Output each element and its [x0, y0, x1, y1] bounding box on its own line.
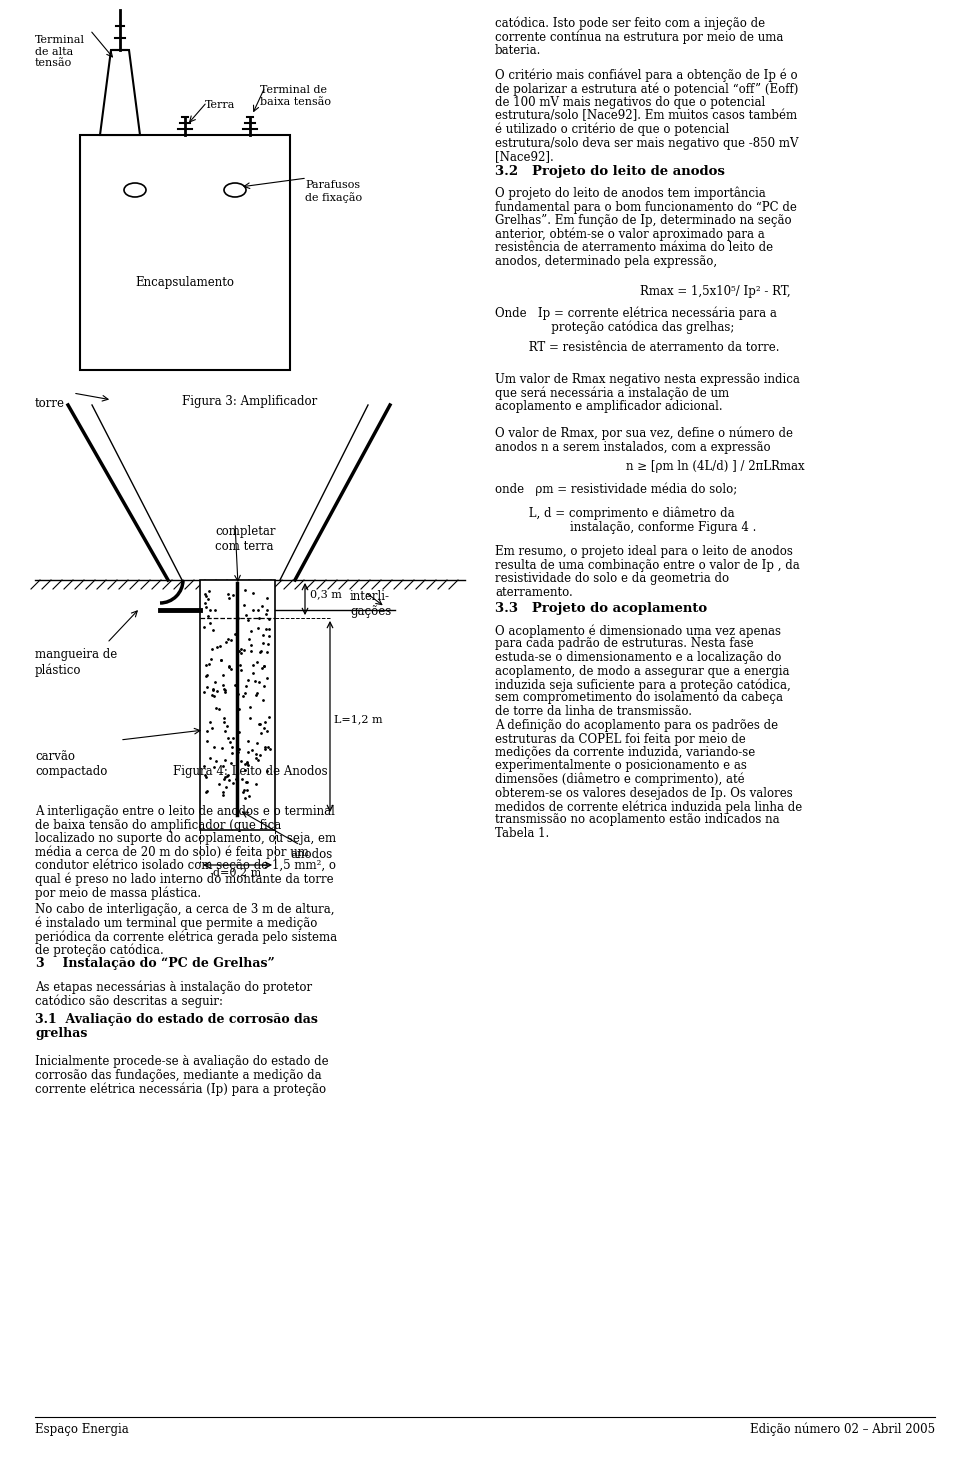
Text: Rmax = 1,5x10⁵/ Ip² - RT,: Rmax = 1,5x10⁵/ Ip² - RT,	[639, 286, 790, 297]
Text: bateria.: bateria.	[495, 44, 541, 57]
Text: Figura 4: Leito de Anodos: Figura 4: Leito de Anodos	[173, 765, 327, 778]
Text: Parafusos
de fixação: Parafusos de fixação	[305, 180, 362, 202]
Text: 3.2   Projeto do leito de anodos: 3.2 Projeto do leito de anodos	[495, 166, 725, 179]
Text: acoplamento e amplificador adicional.: acoplamento e amplificador adicional.	[495, 400, 723, 413]
Ellipse shape	[124, 183, 146, 196]
Text: Espaço Energia: Espaço Energia	[35, 1423, 129, 1436]
Text: Onde   Ip = corrente elétrica necessária para a: Onde Ip = corrente elétrica necessária p…	[495, 308, 777, 321]
Text: resistividade do solo e da geometria do: resistividade do solo e da geometria do	[495, 571, 730, 585]
Text: Encapsulamento: Encapsulamento	[135, 275, 234, 289]
Text: d=0,2 m: d=0,2 m	[213, 867, 261, 878]
Text: Tabela 1.: Tabela 1.	[495, 828, 549, 839]
Text: de baixa tensão do amplificador (que fica: de baixa tensão do amplificador (que fic…	[35, 819, 281, 832]
Text: carvão
compactado: carvão compactado	[35, 750, 108, 778]
Text: Terminal
de alta
tensão: Terminal de alta tensão	[35, 35, 85, 69]
Text: torre: torre	[35, 397, 65, 410]
Text: 3.1  Avaliação do estado de corrosão das: 3.1 Avaliação do estado de corrosão das	[35, 1012, 318, 1026]
Text: instalação, conforme Figura 4 .: instalação, conforme Figura 4 .	[495, 520, 756, 533]
Text: No cabo de interligação, a cerca de 3 m de altura,: No cabo de interligação, a cerca de 3 m …	[35, 902, 334, 916]
Text: de torre da linha de transmissão.: de torre da linha de transmissão.	[495, 705, 692, 718]
Text: corrente contínua na estrutura por meio de uma: corrente contínua na estrutura por meio …	[495, 31, 783, 44]
Text: experimentalmente o posicionamento e as: experimentalmente o posicionamento e as	[495, 759, 747, 772]
Text: é utilizado o critério de que o potencial: é utilizado o critério de que o potencia…	[495, 123, 730, 136]
Text: O acoplamento é dimensionado uma vez apenas: O acoplamento é dimensionado uma vez ape…	[495, 624, 781, 637]
Text: Inicialmente procede-se à avaliação do estado de: Inicialmente procede-se à avaliação do e…	[35, 1055, 328, 1068]
Text: estruturas da COPEL foi feita por meio de: estruturas da COPEL foi feita por meio d…	[495, 732, 746, 746]
Text: localizado no suporte do acoplamento, ou seja, em: localizado no suporte do acoplamento, ou…	[35, 832, 336, 845]
Text: média a cerca de 20 m do solo) é feita por um: média a cerca de 20 m do solo) é feita p…	[35, 845, 309, 858]
Text: acoplamento, de modo a assegurar que a energia: acoplamento, de modo a assegurar que a e…	[495, 665, 789, 677]
Text: proteção catódica das grelhas;: proteção catódica das grelhas;	[495, 321, 734, 334]
Text: A interligação entre o leito de anodos e o terminal: A interligação entre o leito de anodos e…	[35, 804, 335, 817]
Text: 3.3   Projeto do acoplamento: 3.3 Projeto do acoplamento	[495, 602, 708, 615]
Text: periódica da corrente elétrica gerada pelo sistema: periódica da corrente elétrica gerada pe…	[35, 930, 337, 943]
Text: estuda-se o dimensionamento e a localização do: estuda-se o dimensionamento e a localiza…	[495, 650, 781, 664]
Text: estrutura/solo deva ser mais negativo que -850 mV: estrutura/solo deva ser mais negativo qu…	[495, 136, 799, 149]
Text: L=1,2 m: L=1,2 m	[334, 713, 383, 724]
Text: medições da corrente induzida, variando-se: medições da corrente induzida, variando-…	[495, 746, 756, 759]
Text: O critério mais confiável para a obtenção de Ip é o: O critério mais confiável para a obtençã…	[495, 69, 798, 82]
Text: que será necessária a instalação de um: que será necessária a instalação de um	[495, 387, 730, 400]
Text: é instalado um terminal que permite a medição: é instalado um terminal que permite a me…	[35, 917, 318, 930]
Text: aterramento.: aterramento.	[495, 586, 573, 599]
Text: 3: 3	[35, 957, 43, 970]
Bar	[200, 580, 275, 831]
Text: mangueira de
plástico: mangueira de plástico	[35, 648, 117, 677]
Text: Um valor de Rmax negativo nesta expressão indica: Um valor de Rmax negativo nesta expressã…	[495, 374, 800, 385]
Text: qual é preso no lado interno do montante da torre: qual é preso no lado interno do montante…	[35, 873, 334, 886]
Text: n ≥ [ρm ln (4L/d) ] / 2πLRmax: n ≥ [ρm ln (4L/d) ] / 2πLRmax	[626, 460, 804, 473]
Text: dimensões (diâmetro e comprimento), até: dimensões (diâmetro e comprimento), até	[495, 774, 745, 787]
Text: anterior, obtém-se o valor aproximado para a: anterior, obtém-se o valor aproximado pa…	[495, 227, 765, 242]
Text: A definição do acoplamento para os padrões de: A definição do acoplamento para os padrõ…	[495, 719, 779, 732]
Bar	[80, 135, 290, 371]
Text: RT = resistência de aterramento da torre.: RT = resistência de aterramento da torre…	[495, 341, 780, 355]
Text: por meio de massa plástica.: por meio de massa plástica.	[35, 886, 202, 900]
Text: anodos, determinado pela expressão,: anodos, determinado pela expressão,	[495, 255, 717, 268]
Text: de 100 mV mais negativos do que o potencial: de 100 mV mais negativos do que o potenc…	[495, 97, 765, 108]
Text: L, d = comprimento e diâmetro da: L, d = comprimento e diâmetro da	[495, 507, 734, 520]
Text: condutor elétrico isolado com seção de 1,5 mm², o: condutor elétrico isolado com seção de 1…	[35, 858, 336, 873]
Text: 0,3 m: 0,3 m	[310, 589, 342, 599]
Text: estrutura/solo [Nace92]. Em muitos casos também: estrutura/solo [Nace92]. Em muitos casos…	[495, 110, 797, 123]
Text: corrosão das fundações, mediante a medição da: corrosão das fundações, mediante a mediç…	[35, 1068, 322, 1081]
Text: O valor de Rmax, por sua vez, define o número de: O valor de Rmax, por sua vez, define o n…	[495, 426, 793, 441]
Text: Grelhas”. Em função de Ip, determinado na seção: Grelhas”. Em função de Ip, determinado n…	[495, 214, 792, 227]
Text: anodos n a serem instalados, com a expressão: anodos n a serem instalados, com a expre…	[495, 441, 771, 454]
Text: Edição número 02 – Abril 2005: Edição número 02 – Abril 2005	[750, 1423, 935, 1437]
Text: para cada padrão de estruturas. Nesta fase: para cada padrão de estruturas. Nesta fa…	[495, 637, 754, 650]
Ellipse shape	[224, 183, 246, 196]
Text: [Nace92].: [Nace92].	[495, 149, 554, 163]
Text: de polarizar a estrutura até o potencial “off” (Eoff): de polarizar a estrutura até o potencial…	[495, 82, 799, 97]
Text: Em resumo, o projeto ideal para o leito de anodos: Em resumo, o projeto ideal para o leito …	[495, 545, 793, 558]
Text: Instalação do “PC de Grelhas”: Instalação do “PC de Grelhas”	[45, 957, 275, 970]
Text: Figura 3: Amplificador: Figura 3: Amplificador	[182, 396, 318, 407]
Text: grelhas: grelhas	[35, 1027, 87, 1040]
Text: As etapas necessárias à instalação do protetor: As etapas necessárias à instalação do pr…	[35, 982, 312, 995]
Text: completar
com terra: completar com terra	[215, 524, 276, 552]
Text: obterem-se os valores desejados de Ip. Os valores: obterem-se os valores desejados de Ip. O…	[495, 787, 793, 800]
Text: onde   ρm = resistividade média do solo;: onde ρm = resistividade média do solo;	[495, 483, 737, 497]
Text: resulta de uma combinação entre o valor de Ip , da: resulta de uma combinação entre o valor …	[495, 558, 800, 571]
Text: resistência de aterramento máxima do leito de: resistência de aterramento máxima do lei…	[495, 242, 773, 253]
Text: Terminal de
baixa tensão: Terminal de baixa tensão	[260, 85, 331, 107]
Text: medidos de corrente elétrica induzida pela linha de: medidos de corrente elétrica induzida pe…	[495, 800, 803, 813]
Text: catódico são descritas a seguir:: catódico são descritas a seguir:	[35, 995, 223, 1008]
Text: de proteção catódica.: de proteção catódica.	[35, 943, 164, 957]
Text: anodos: anodos	[290, 848, 332, 861]
Text: O projeto do leito de anodos tem importância: O projeto do leito de anodos tem importâ…	[495, 188, 766, 201]
Text: fundamental para o bom funcionamento do “PC de: fundamental para o bom funcionamento do …	[495, 201, 797, 214]
Text: catódica. Isto pode ser feito com a injeção de: catódica. Isto pode ser feito com a inje…	[495, 18, 765, 31]
Text: sem comprometimento do isolamento da cabeça: sem comprometimento do isolamento da cab…	[495, 691, 783, 705]
Polygon shape	[100, 50, 140, 135]
Text: induzida seja suficiente para a proteção catódica,: induzida seja suficiente para a proteção…	[495, 678, 791, 691]
Text: interli-
gações: interli- gações	[350, 590, 392, 618]
Text: corrente elétrica necessária (Ip) para a proteção: corrente elétrica necessária (Ip) para a…	[35, 1083, 326, 1096]
Text: Terra: Terra	[205, 100, 235, 110]
Text: transmissão no acoplamento estão indicados na: transmissão no acoplamento estão indicad…	[495, 813, 780, 826]
